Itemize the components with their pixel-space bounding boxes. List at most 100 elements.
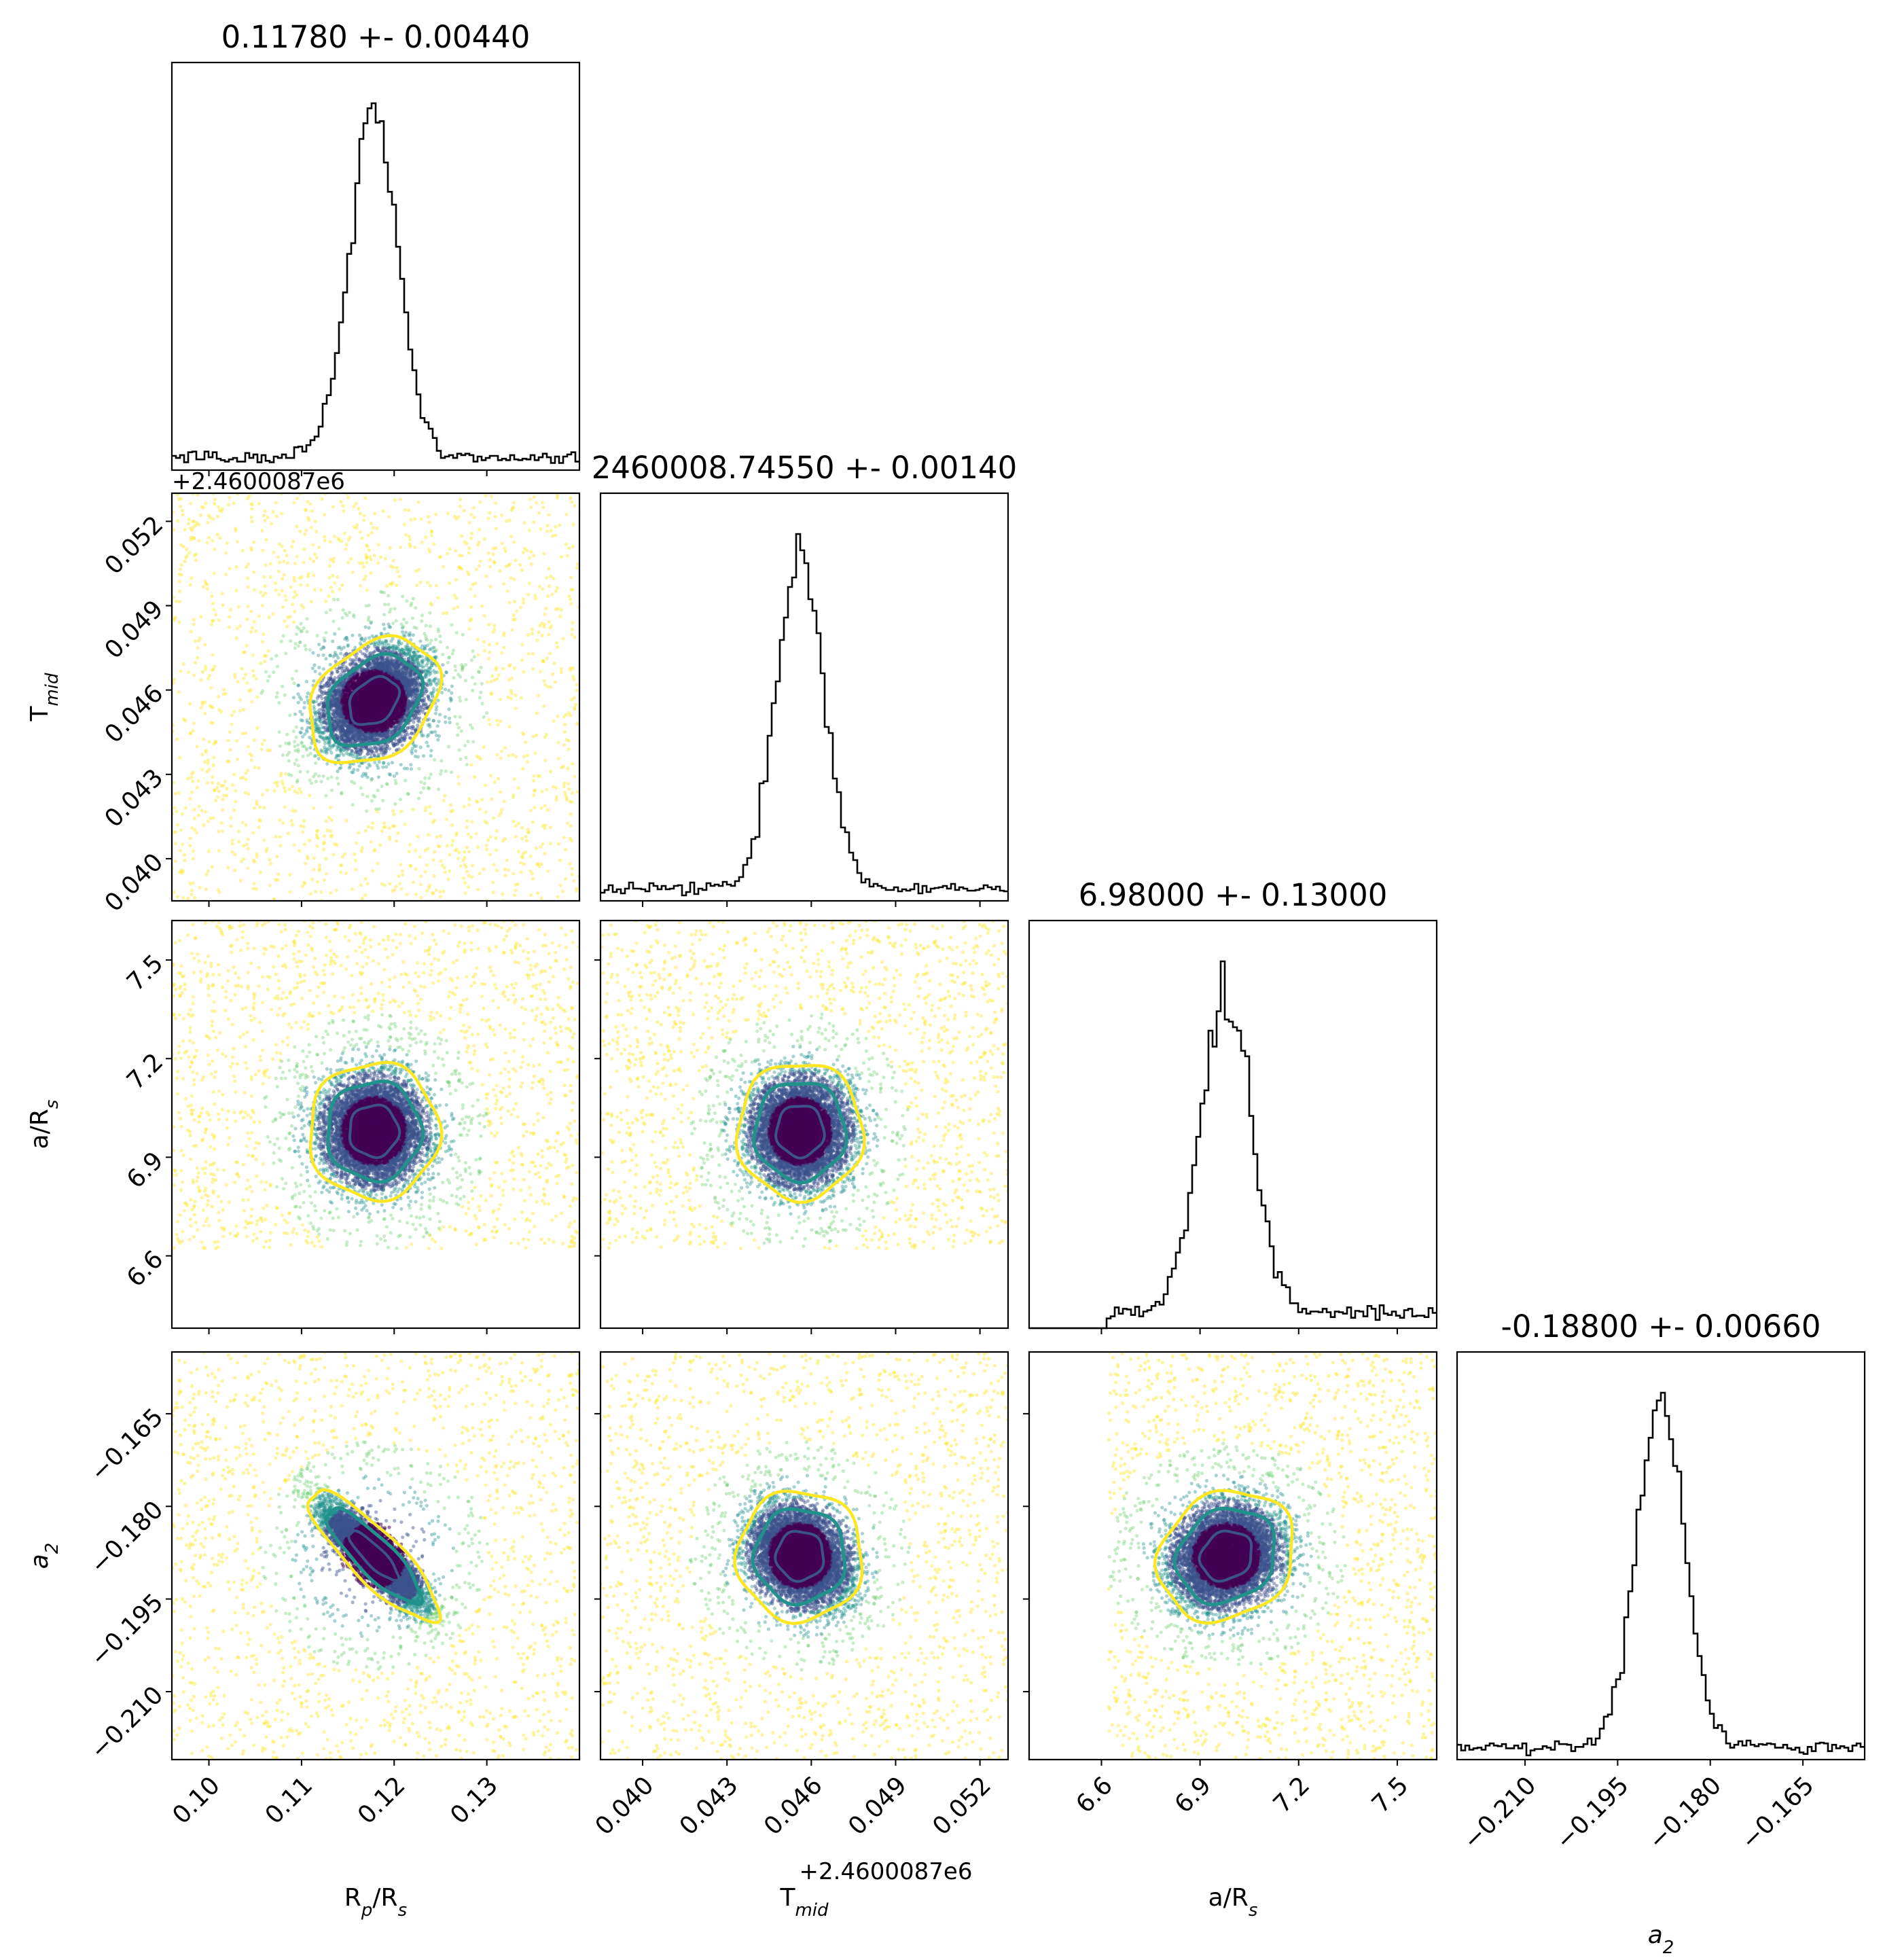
scatter-point xyxy=(276,872,281,876)
scatter-point xyxy=(298,709,302,713)
scatter-point xyxy=(520,658,524,662)
scatter-point xyxy=(564,796,569,800)
scatter-point xyxy=(315,835,319,839)
scatter-point xyxy=(308,502,312,506)
scatter-point xyxy=(512,501,516,505)
scatter-point xyxy=(211,517,215,521)
scatter-point xyxy=(241,775,245,779)
scatter-point xyxy=(278,744,282,748)
scatter-point xyxy=(530,872,535,876)
scatter-point xyxy=(571,522,575,527)
scatter-point xyxy=(177,572,181,576)
scatter-point xyxy=(476,653,480,657)
scatter-point xyxy=(502,633,506,637)
scatter-point xyxy=(507,753,511,758)
scatter-points xyxy=(172,493,579,901)
scatter-point xyxy=(425,889,429,893)
scatter-point xyxy=(323,834,327,838)
scatter-point xyxy=(532,779,536,783)
scatter-point xyxy=(562,784,567,788)
scatter-point xyxy=(571,545,575,549)
scatter-point xyxy=(561,889,565,893)
scatter-point xyxy=(435,835,439,839)
scatter-point xyxy=(207,869,211,873)
scatter-point xyxy=(217,708,221,712)
scatter-point xyxy=(367,616,371,620)
scatter-point xyxy=(229,824,233,828)
scatter-point xyxy=(539,896,543,900)
scatter-point xyxy=(284,652,288,656)
scatter-point xyxy=(497,673,501,677)
scatter-point xyxy=(355,841,359,845)
scatter-point xyxy=(470,675,475,679)
scatter-point xyxy=(186,670,190,674)
scatter-point xyxy=(261,793,265,797)
scatter-point xyxy=(264,654,268,658)
scatter-point xyxy=(382,603,387,607)
scatter-point xyxy=(235,626,239,630)
scatter-point xyxy=(314,889,318,893)
scatter-point xyxy=(440,759,444,763)
scatter-point xyxy=(318,863,322,868)
scatter-point xyxy=(341,608,345,612)
scatter-point xyxy=(469,587,473,591)
scatter-point xyxy=(236,679,240,683)
scatter-point xyxy=(463,679,468,683)
scatter-point xyxy=(178,870,182,874)
scatter-point xyxy=(213,501,217,506)
scatter-point xyxy=(236,840,241,844)
scatter-point xyxy=(218,508,222,512)
scatter-point xyxy=(460,554,464,558)
scatter-point xyxy=(192,537,196,541)
scatter-point xyxy=(465,870,469,874)
scatter-point xyxy=(196,813,200,817)
scatter-point xyxy=(324,630,328,635)
scatter-point xyxy=(570,791,575,795)
scatter-point xyxy=(409,603,413,607)
scatter-point xyxy=(408,842,412,847)
scatter-point xyxy=(437,719,441,724)
scatter-point xyxy=(211,667,215,671)
scatter-point xyxy=(538,669,543,674)
scatter-point xyxy=(250,519,254,524)
scatter-point xyxy=(524,834,528,838)
scatter-point xyxy=(234,527,238,531)
scatter-point xyxy=(176,519,180,523)
scatter-point xyxy=(550,592,554,596)
scatter-point xyxy=(569,713,573,717)
scatter-point xyxy=(180,842,185,847)
scatter-point xyxy=(448,803,453,807)
scatter-point xyxy=(228,730,232,734)
scatter-point xyxy=(545,529,550,533)
scatter-point xyxy=(408,544,412,548)
scatter-point xyxy=(172,677,176,681)
scatter-point xyxy=(294,632,298,636)
scatter-point xyxy=(257,501,261,506)
scatter-point xyxy=(509,534,514,539)
scatter-point xyxy=(178,567,182,571)
scatter-point xyxy=(520,731,525,735)
scatter-point xyxy=(303,882,307,886)
scatter-point xyxy=(427,520,431,524)
scatter-point xyxy=(232,772,236,777)
scatter-point xyxy=(222,794,226,798)
scatter-point xyxy=(533,751,537,755)
scatter-point xyxy=(284,772,288,776)
scatter-point xyxy=(253,860,257,864)
scatter-point xyxy=(262,514,266,518)
scatter-point xyxy=(192,622,196,626)
scatter-point xyxy=(234,636,238,641)
scatter-point xyxy=(255,695,259,699)
scatter-point xyxy=(528,497,532,501)
scatter-point xyxy=(322,645,326,649)
scatter-point xyxy=(573,706,577,710)
scatter-point xyxy=(436,738,440,742)
scatter-point xyxy=(427,833,431,837)
scatter-point xyxy=(333,632,337,636)
scatter-point xyxy=(394,781,398,785)
scatter-point xyxy=(442,565,446,569)
scatter-point xyxy=(296,764,300,768)
scatter-point xyxy=(191,525,195,530)
scatter-point xyxy=(497,814,501,818)
scatter-point xyxy=(507,563,511,568)
